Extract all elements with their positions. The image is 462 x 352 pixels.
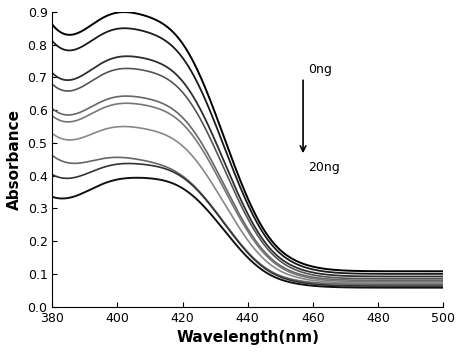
Y-axis label: Absorbance: Absorbance [7,109,22,210]
X-axis label: Wavelength(nm): Wavelength(nm) [176,330,319,345]
Text: 0ng: 0ng [308,63,332,76]
Text: 20ng: 20ng [308,161,340,174]
